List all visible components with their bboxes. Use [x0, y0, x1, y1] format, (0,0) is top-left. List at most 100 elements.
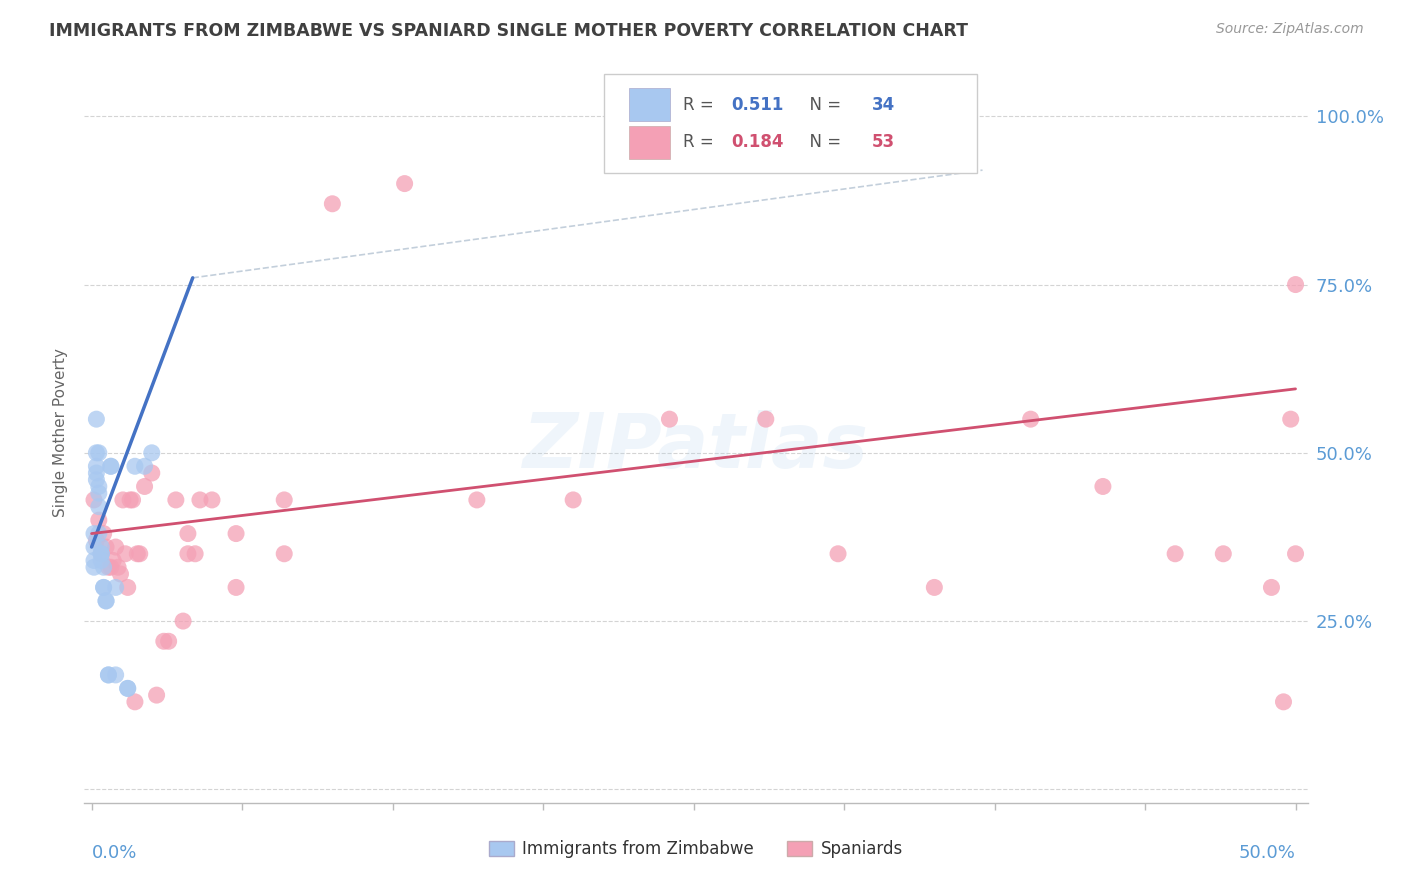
FancyBboxPatch shape	[628, 126, 671, 159]
Point	[87, 446, 110, 460]
Point	[145, 688, 167, 702]
Y-axis label: Single Mother Poverty: Single Mother Poverty	[53, 348, 69, 517]
Point	[153, 634, 176, 648]
Point	[114, 547, 136, 561]
Point	[87, 513, 110, 527]
Point	[273, 492, 295, 507]
Point	[117, 681, 139, 696]
Point	[128, 547, 150, 561]
Point	[134, 459, 156, 474]
Point	[107, 560, 129, 574]
Point	[124, 459, 146, 474]
Point	[97, 668, 120, 682]
Point	[117, 681, 139, 696]
Point	[90, 540, 112, 554]
Text: 0.184: 0.184	[731, 134, 785, 152]
Point	[93, 526, 115, 541]
Point	[177, 547, 200, 561]
Point	[924, 581, 946, 595]
Text: R =: R =	[682, 134, 718, 152]
Text: N =: N =	[799, 134, 846, 152]
Point	[94, 594, 117, 608]
Point	[755, 412, 778, 426]
Point	[94, 594, 117, 608]
Point	[83, 560, 105, 574]
Point	[1212, 547, 1234, 561]
Point	[225, 526, 247, 541]
Point	[83, 553, 105, 567]
Point	[465, 492, 488, 507]
Point	[1272, 695, 1295, 709]
Point	[100, 459, 122, 474]
Point	[134, 479, 156, 493]
Text: N =: N =	[799, 95, 846, 113]
Point	[86, 412, 108, 426]
Point	[172, 614, 194, 628]
Point	[177, 526, 200, 541]
Point	[188, 492, 211, 507]
FancyBboxPatch shape	[628, 88, 671, 121]
Point	[100, 560, 122, 574]
Point	[83, 492, 105, 507]
Point	[87, 500, 110, 514]
Text: Source: ZipAtlas.com: Source: ZipAtlas.com	[1216, 22, 1364, 37]
Text: R =: R =	[682, 95, 718, 113]
Point	[87, 479, 110, 493]
Point	[141, 466, 163, 480]
Legend: Immigrants from Zimbabwe, Spaniards: Immigrants from Zimbabwe, Spaniards	[482, 833, 910, 865]
Point	[90, 547, 112, 561]
Point	[1284, 547, 1306, 561]
Point	[658, 412, 681, 426]
Point	[86, 473, 108, 487]
Point	[87, 486, 110, 500]
FancyBboxPatch shape	[605, 73, 977, 173]
Point	[1091, 479, 1114, 493]
Point	[273, 547, 295, 561]
Text: IMMIGRANTS FROM ZIMBABWE VS SPANIARD SINGLE MOTHER POVERTY CORRELATION CHART: IMMIGRANTS FROM ZIMBABWE VS SPANIARD SIN…	[49, 22, 969, 40]
Point	[104, 668, 127, 682]
Point	[1260, 581, 1282, 595]
Point	[117, 581, 139, 595]
Point	[165, 492, 187, 507]
Point	[121, 492, 143, 507]
Point	[110, 566, 132, 581]
Point	[1019, 412, 1042, 426]
Point	[394, 177, 416, 191]
Point	[111, 492, 134, 507]
Point	[141, 446, 163, 460]
Point	[104, 581, 127, 595]
Point	[1164, 547, 1187, 561]
Point	[103, 553, 125, 567]
Point	[225, 581, 247, 595]
Point	[127, 547, 149, 561]
Text: 53: 53	[872, 134, 896, 152]
Text: 50.0%: 50.0%	[1239, 845, 1295, 863]
Point	[1279, 412, 1302, 426]
Point	[87, 526, 110, 541]
Point	[97, 560, 120, 574]
Point	[90, 547, 112, 561]
Point	[124, 695, 146, 709]
Point	[201, 492, 224, 507]
Point	[83, 540, 105, 554]
Point	[157, 634, 180, 648]
Point	[562, 492, 585, 507]
Point	[120, 492, 142, 507]
Point	[93, 581, 115, 595]
Point	[827, 547, 849, 561]
Point	[90, 547, 112, 561]
Point	[93, 560, 115, 574]
Point	[1284, 277, 1306, 292]
Point	[93, 581, 115, 595]
Point	[104, 540, 127, 554]
Point	[321, 196, 343, 211]
Point	[86, 459, 108, 474]
Point	[90, 553, 112, 567]
Point	[100, 459, 122, 474]
Point	[83, 526, 105, 541]
Text: 34: 34	[872, 95, 896, 113]
Point	[86, 466, 108, 480]
Point	[94, 540, 117, 554]
Point	[86, 446, 108, 460]
Text: 0.0%: 0.0%	[91, 845, 136, 863]
